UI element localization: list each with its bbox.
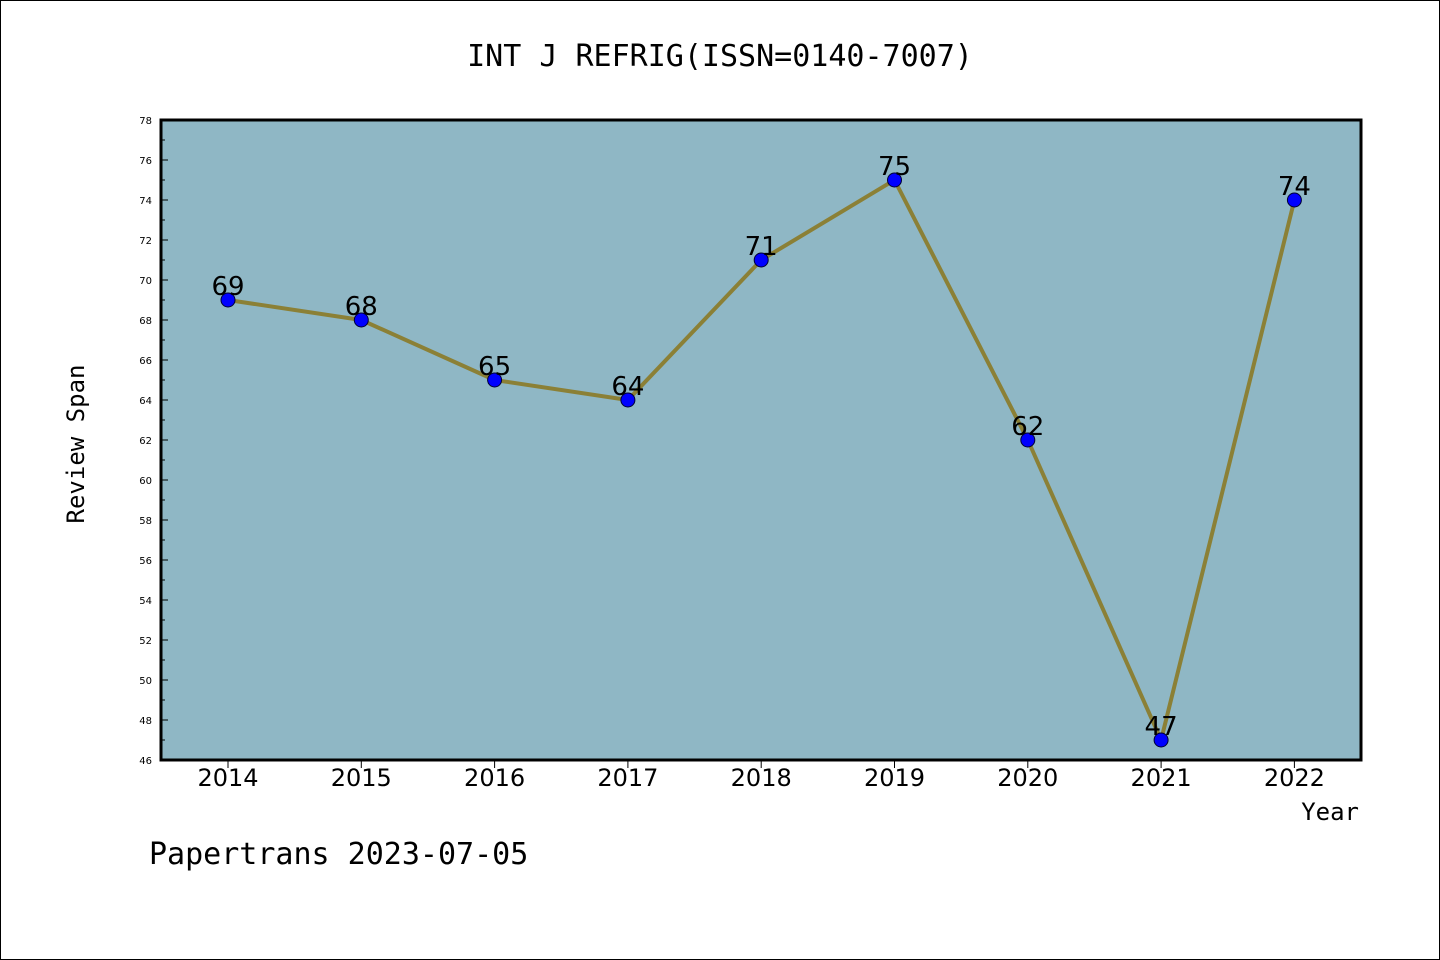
y-tick-label: 60 [139,476,152,487]
y-axis: 46 48 50 52 54 56 58 60 62 64 66 68 70 72 74 76 78 [139,116,168,767]
y-tick-label: 78 [139,116,152,127]
data-label: 62 [1011,412,1044,442]
data-label: 75 [878,152,911,182]
y-tick-label: 66 [139,356,152,367]
y-tick-label: 72 [139,236,152,247]
data-label: 68 [345,292,378,322]
y-tick-label: 56 [139,556,152,567]
data-label: 71 [745,232,778,262]
y-axis-label: Review Span [62,365,90,524]
y-tick-label: 46 [139,756,152,767]
data-point [1020,432,1036,448]
data-label: 47 [1145,712,1178,742]
data-point [1153,732,1169,748]
plot-area [161,120,1361,760]
series-layer: 69 68 65 64 71 75 62 47 74 [211,152,1311,748]
y-tick-label: 58 [139,516,152,527]
y-tick-label: 48 [139,716,152,727]
x-axis: 2014 2015 2016 2017 2018 2019 2020 2021 2022 [197,760,1325,792]
x-tick-label: 2021 [1131,764,1192,792]
plot-border [159,118,1363,762]
x-tick-label: 2017 [597,764,658,792]
y-tick-label: 62 [139,436,152,447]
data-point [1286,192,1302,208]
data-point [487,372,503,388]
data-point [887,172,902,188]
y-tick-label: 54 [139,596,152,607]
data-point [753,252,769,268]
data-point [620,392,636,408]
x-tick-label: 2019 [864,764,925,792]
data-point [353,312,369,328]
y-tick-label: 70 [139,276,152,287]
x-tick-label: 2020 [997,764,1058,792]
x-tick-label: 2022 [1264,764,1325,792]
footer-date-stamp: Papertrans 2023-07-05 [149,837,528,872]
y-tick-label: 68 [139,316,152,327]
data-label: 64 [611,372,644,402]
y-tick-label: 52 [139,636,152,647]
y-tick-label: 76 [139,156,152,167]
x-axis-label: Year [1301,798,1359,826]
data-point [220,292,236,308]
x-tick-label: 2016 [464,764,525,792]
data-label: 65 [478,352,511,382]
y-tick-label: 74 [139,196,152,207]
y-tick-label: 50 [139,676,152,687]
x-tick-label: 2014 [197,764,258,792]
chart-title: INT J REFRIG(ISSN=0140-7007) [467,39,973,74]
x-tick-label: 2015 [331,764,392,792]
y-tick-label: 64 [139,396,152,407]
data-label: 74 [1278,172,1311,202]
data-label: 69 [211,272,244,302]
x-tick-label: 2018 [731,764,792,792]
